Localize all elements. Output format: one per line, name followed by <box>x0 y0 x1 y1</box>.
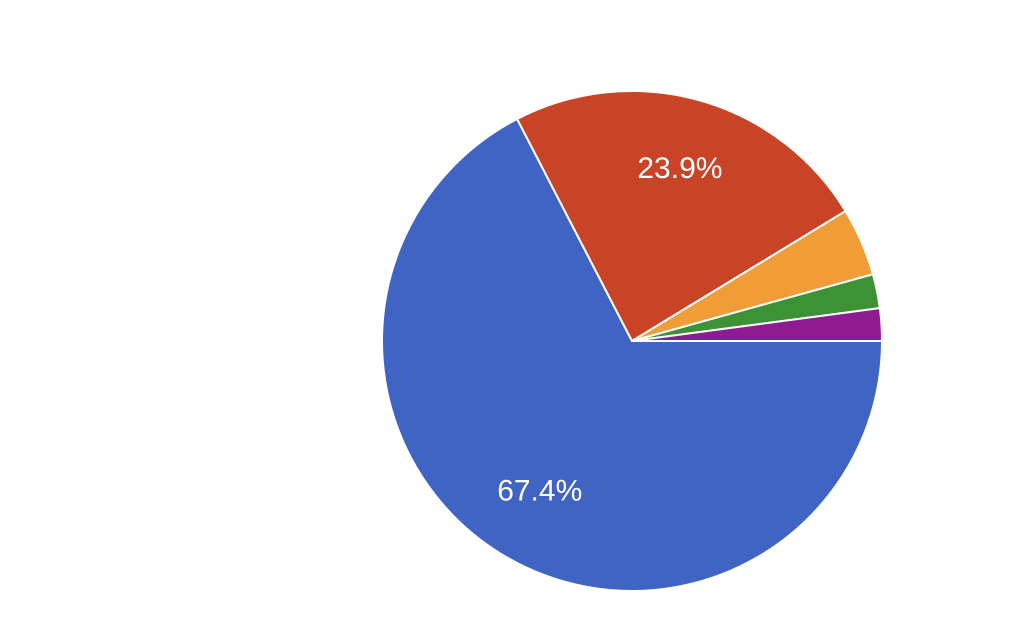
slice-label: 67.4% <box>497 475 582 508</box>
pie-slice <box>516 90 847 342</box>
pie-slice <box>631 307 883 342</box>
slice-label: 23.9% <box>637 152 722 185</box>
pie-slice <box>381 117 883 592</box>
